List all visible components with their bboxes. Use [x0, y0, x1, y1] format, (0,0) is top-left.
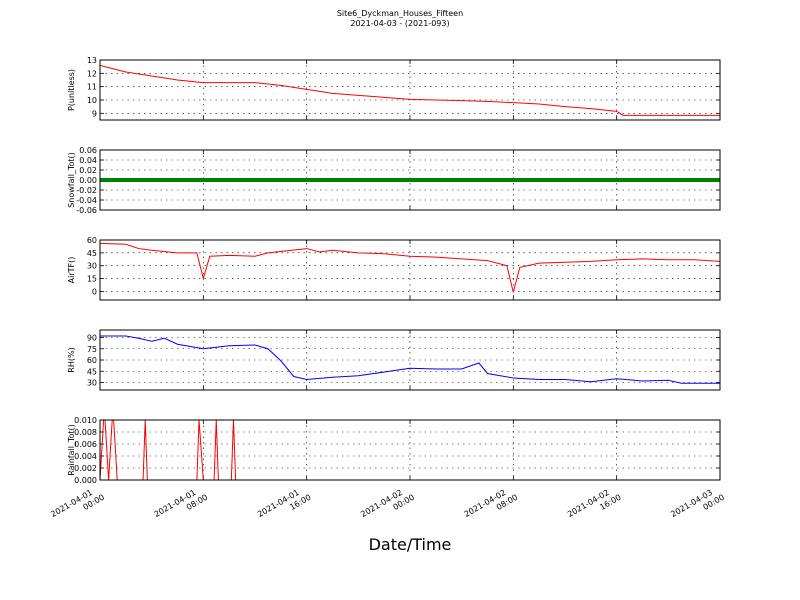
data-line [100, 420, 720, 480]
y-tick-label: 0.004 [74, 452, 97, 461]
y-axis-label: Snowfall_Tot() [67, 152, 76, 208]
y-tick-label: 10 [87, 96, 97, 105]
x-tick-label: 2021-04-0216:00 [566, 484, 623, 528]
y-tick-label: 75 [87, 345, 97, 354]
x-tick-label: 2021-04-0208:00 [463, 484, 520, 528]
y-tick-label: -0.04 [76, 196, 97, 205]
y-tick-label: 45 [87, 249, 97, 258]
y-tick-label: 11 [87, 83, 97, 92]
y-tick-label: 9 [92, 109, 97, 118]
plot-frame [99, 239, 721, 301]
y-tick-label: 0.006 [74, 440, 97, 449]
chart-subtitle: 2021-04-03 - (2021-093) [350, 19, 449, 28]
y-tick-label: 45 [87, 367, 97, 376]
data-line [100, 64, 720, 116]
y-tick-label: 90 [87, 334, 97, 343]
x-tick-label: 2021-04-0200:00 [359, 484, 416, 528]
y-axis-label: Rainfall_Tot() [67, 424, 76, 476]
x-tick-label: 2021-04-0108:00 [153, 484, 210, 528]
y-tick-label: 0.010 [74, 416, 97, 425]
y-axis-label: AirTF() [67, 257, 76, 284]
chart-title: Site6_Dyckman_Houses_Fifteen [337, 9, 463, 18]
y-tick-label: 0.02 [79, 166, 97, 175]
x-axis-label: Date/Time [369, 535, 452, 554]
y-tick-label: 15 [87, 275, 97, 284]
y-axis-label: P(unitless) [67, 69, 76, 111]
y-tick-label: 0.04 [79, 156, 97, 165]
y-axis-label: RH(%) [67, 347, 76, 372]
plot-frame [99, 329, 721, 391]
y-tick-label: 60 [87, 356, 97, 365]
y-tick-label: 60 [87, 236, 97, 245]
plot-frame [99, 419, 721, 481]
y-tick-label: 0.00 [79, 176, 97, 185]
plot-frame [99, 149, 721, 211]
x-tick-label: 2021-04-0116:00 [256, 484, 313, 528]
data-line [100, 242, 720, 293]
y-tick-label: 30 [87, 262, 97, 271]
y-tick-label: 13 [87, 56, 97, 65]
plot-frame [99, 59, 721, 121]
y-tick-label: 12 [87, 69, 97, 78]
data-line [100, 335, 720, 384]
y-tick-label: 30 [87, 379, 97, 388]
x-tick-label: 2021-04-0100:00 [49, 484, 106, 528]
x-tick-label: 2021-04-0300:00 [669, 484, 726, 528]
y-tick-label: 0 [92, 287, 97, 296]
y-tick-label: 0.002 [74, 464, 97, 473]
y-tick-label: 0.06 [79, 146, 97, 155]
y-tick-label: -0.06 [76, 206, 97, 215]
y-tick-label: 0.008 [74, 428, 97, 437]
y-tick-label: -0.02 [76, 186, 97, 195]
y-tick-label: 0.000 [74, 476, 97, 485]
